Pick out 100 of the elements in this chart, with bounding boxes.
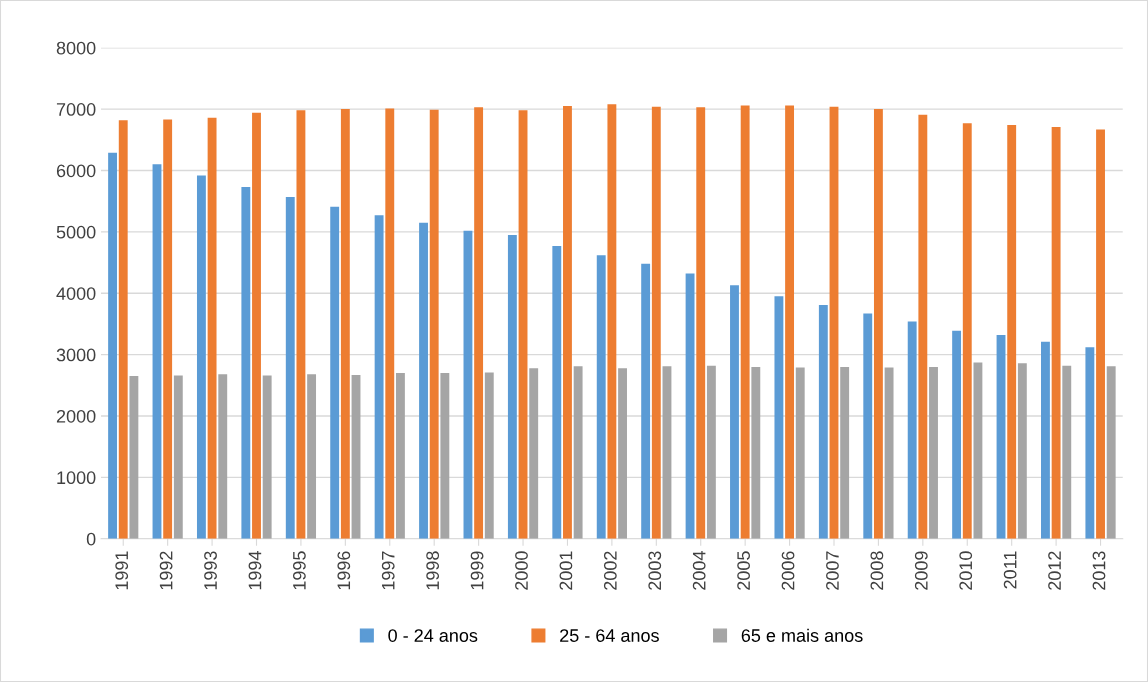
legend-label: 65 e mais anos [741,628,863,642]
bar [163,119,173,539]
bar [529,368,539,539]
x-tick-label: 2006 [781,551,795,590]
y-tick-label: 1000 [57,471,96,485]
x-tick-label: 2012 [1048,551,1061,590]
x-tick-label: 2001 [559,551,573,590]
bar [207,117,217,539]
bar [340,109,350,539]
x-tick-label: 1992 [159,551,173,590]
x-tick-label: 2013 [1092,551,1106,590]
bar [307,374,317,539]
y-tick-label: 8000 [56,41,96,55]
bar [596,255,606,539]
bar [774,296,784,539]
x-tick-label: 1994 [248,551,262,590]
x-tick-label: 1995 [292,551,306,590]
bar [996,335,1006,539]
bar [1062,365,1072,539]
bar [296,110,306,539]
bar [218,374,228,539]
bar [740,105,750,539]
bar [818,304,828,539]
x-tick-label: 2009 [914,551,928,590]
bar [351,374,361,539]
bar [108,152,118,539]
bar [484,372,494,539]
y-tick-label: 6000 [56,164,96,178]
y-tick-label: 3000 [56,348,96,362]
x-tick-label: 1991 [115,551,129,590]
x-tick-label: 2003 [648,551,662,590]
bar [118,120,128,539]
legend-label: 25 - 64 anos [560,629,659,642]
bar [1051,126,1061,539]
bar [829,106,839,539]
bar [507,234,517,539]
bar [518,110,528,539]
bar [840,366,850,539]
bar [1096,129,1105,539]
bar [873,109,883,539]
bar [1007,125,1017,539]
x-tick-label: 2005 [737,551,750,590]
bar [884,367,894,539]
bar [952,330,962,539]
bar [474,107,484,539]
x-tick-label: 2002 [603,551,617,590]
bar [918,114,928,539]
x-tick-label: 1997 [381,551,395,590]
bar [419,222,428,539]
bar [730,285,739,539]
bar [563,106,572,539]
y-tick-label: 5000 [56,225,96,239]
bar [1017,363,1027,539]
bar [1041,341,1050,539]
bar [751,366,761,539]
bar [252,112,261,539]
bar [706,365,716,539]
bar [618,368,627,539]
bar [907,321,917,539]
bar [196,175,206,539]
bar [262,375,272,539]
y-tick-label: 2000 [56,409,96,423]
bar [1106,366,1116,539]
bar [330,206,340,539]
bar [607,104,617,539]
bar [962,123,972,539]
bar [152,164,162,539]
x-tick-label: 2008 [870,551,884,590]
bar [395,373,405,539]
x-tick-label: 1996 [337,551,351,590]
x-tick-label: 2010 [959,551,973,590]
bar [385,108,395,539]
bar [129,376,139,539]
x-tick-label: 1993 [204,551,217,590]
bar [429,109,439,539]
bar [573,366,583,539]
bar [685,273,695,539]
bar [241,187,251,539]
bar [374,215,384,539]
x-tick-label: 1999 [470,551,484,590]
bar [973,362,983,539]
bar [662,366,672,539]
bar [651,106,661,539]
y-tick-label: 7000 [56,103,96,116]
x-tick-label: 2000 [515,551,528,590]
bar [1085,347,1095,539]
bar [285,196,295,539]
bar [785,105,795,539]
x-tick-label: 2011 [1003,551,1017,589]
bar [463,230,473,539]
y-tick-label: 0 [86,532,96,546]
bar [440,373,450,539]
x-tick-label: 1998 [426,551,440,590]
bar [696,107,706,539]
x-tick-label: 2007 [826,551,839,590]
bar [929,366,938,539]
bar [863,313,873,539]
legend-label: 0 - 24 anos [388,629,478,642]
bar [641,263,651,539]
y-tick-label: 4000 [56,287,96,300]
